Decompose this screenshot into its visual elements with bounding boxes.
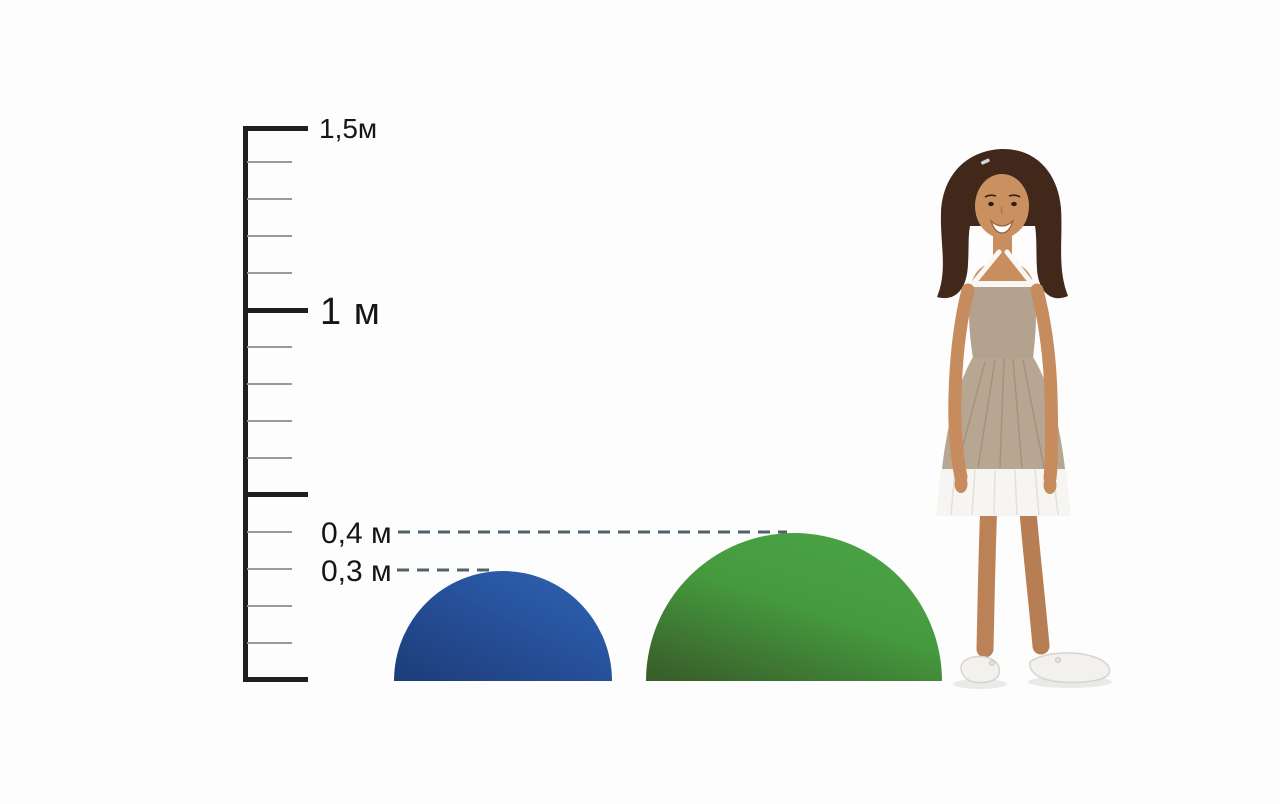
girl-face-features [984, 194, 1021, 234]
girl-skirt [942, 357, 1065, 469]
right-eyebrow [1008, 194, 1021, 198]
right-halter-strap [1004, 249, 1036, 288]
left-shoe-bow [989, 660, 995, 666]
girl-bodice [969, 284, 1037, 358]
girl-left-leg [976, 491, 998, 658]
girl-figure [936, 148, 1112, 689]
girl-right-leg [1018, 491, 1050, 655]
girl-right-arm [1030, 283, 1059, 485]
girl-face [975, 174, 1029, 238]
left-shoe-shadow [953, 679, 1007, 689]
blue-dome [394, 571, 612, 681]
smile [989, 219, 1015, 234]
height-ruler: 1,5м 1 м 0,4 м 0,3 м [243, 113, 392, 682]
right-eye [1011, 201, 1017, 207]
girl-right-hand [1043, 476, 1057, 494]
major-tick-0m-baseline [243, 677, 308, 682]
major-tick-1m [243, 308, 308, 313]
major-tick-1-5m [243, 126, 308, 131]
ruler-label-0-4m: 0,4 м [321, 517, 392, 550]
left-eyebrow [984, 194, 997, 198]
left-halter-strap [969, 249, 1002, 288]
green-dome [646, 533, 942, 681]
ruler-label-1m: 1 м [320, 291, 381, 333]
hair-clip [981, 158, 990, 165]
girl-left-hand [954, 475, 968, 493]
right-shoe-bow [1055, 657, 1061, 663]
girl-left-arm [948, 283, 975, 484]
left-eye [988, 201, 994, 207]
ruler-label-0-3m: 0,3 м [321, 555, 392, 588]
girl-right-shoe [1029, 652, 1111, 684]
guide-lines [397, 530, 787, 572]
ruler-spine [243, 126, 248, 682]
major-tick-0-5m [243, 492, 308, 497]
girl-left-shoe [960, 655, 1001, 684]
girl-hair-front [975, 158, 1029, 202]
girl-neck-chest [971, 230, 1034, 285]
minor-ticks [247, 161, 292, 644]
ruler-label-1-5m: 1,5м [319, 113, 377, 144]
nose [1000, 206, 1004, 214]
